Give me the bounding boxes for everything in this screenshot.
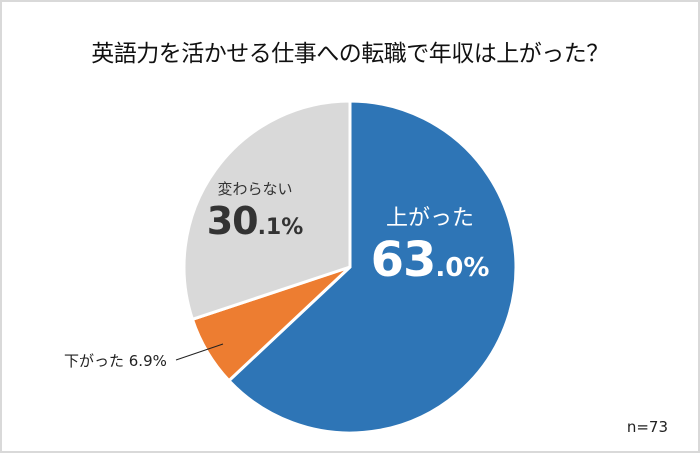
- label-unchanged-int: 30: [206, 199, 259, 243]
- slice-up: [227, 99, 518, 435]
- label-up-int: 63: [370, 232, 437, 288]
- slice-unchanged: [182, 99, 352, 321]
- sample-size: n=73: [626, 418, 668, 436]
- label-unchanged-name: 変わらない: [217, 180, 293, 198]
- label-unchanged-dec: .1%: [257, 215, 304, 240]
- label-up: 上がった 63.0%: [355, 200, 505, 288]
- label-up-name: 上がった: [385, 206, 474, 231]
- label-down: 下がった 6.9%: [64, 352, 167, 370]
- chart-title: 英語力を活かせる仕事への転職で年収は上がった？: [91, 41, 609, 67]
- label-unchanged: 変わらない 30.1%: [205, 178, 305, 243]
- leader-line: [175, 343, 224, 361]
- label-up-dec: .0%: [435, 253, 490, 283]
